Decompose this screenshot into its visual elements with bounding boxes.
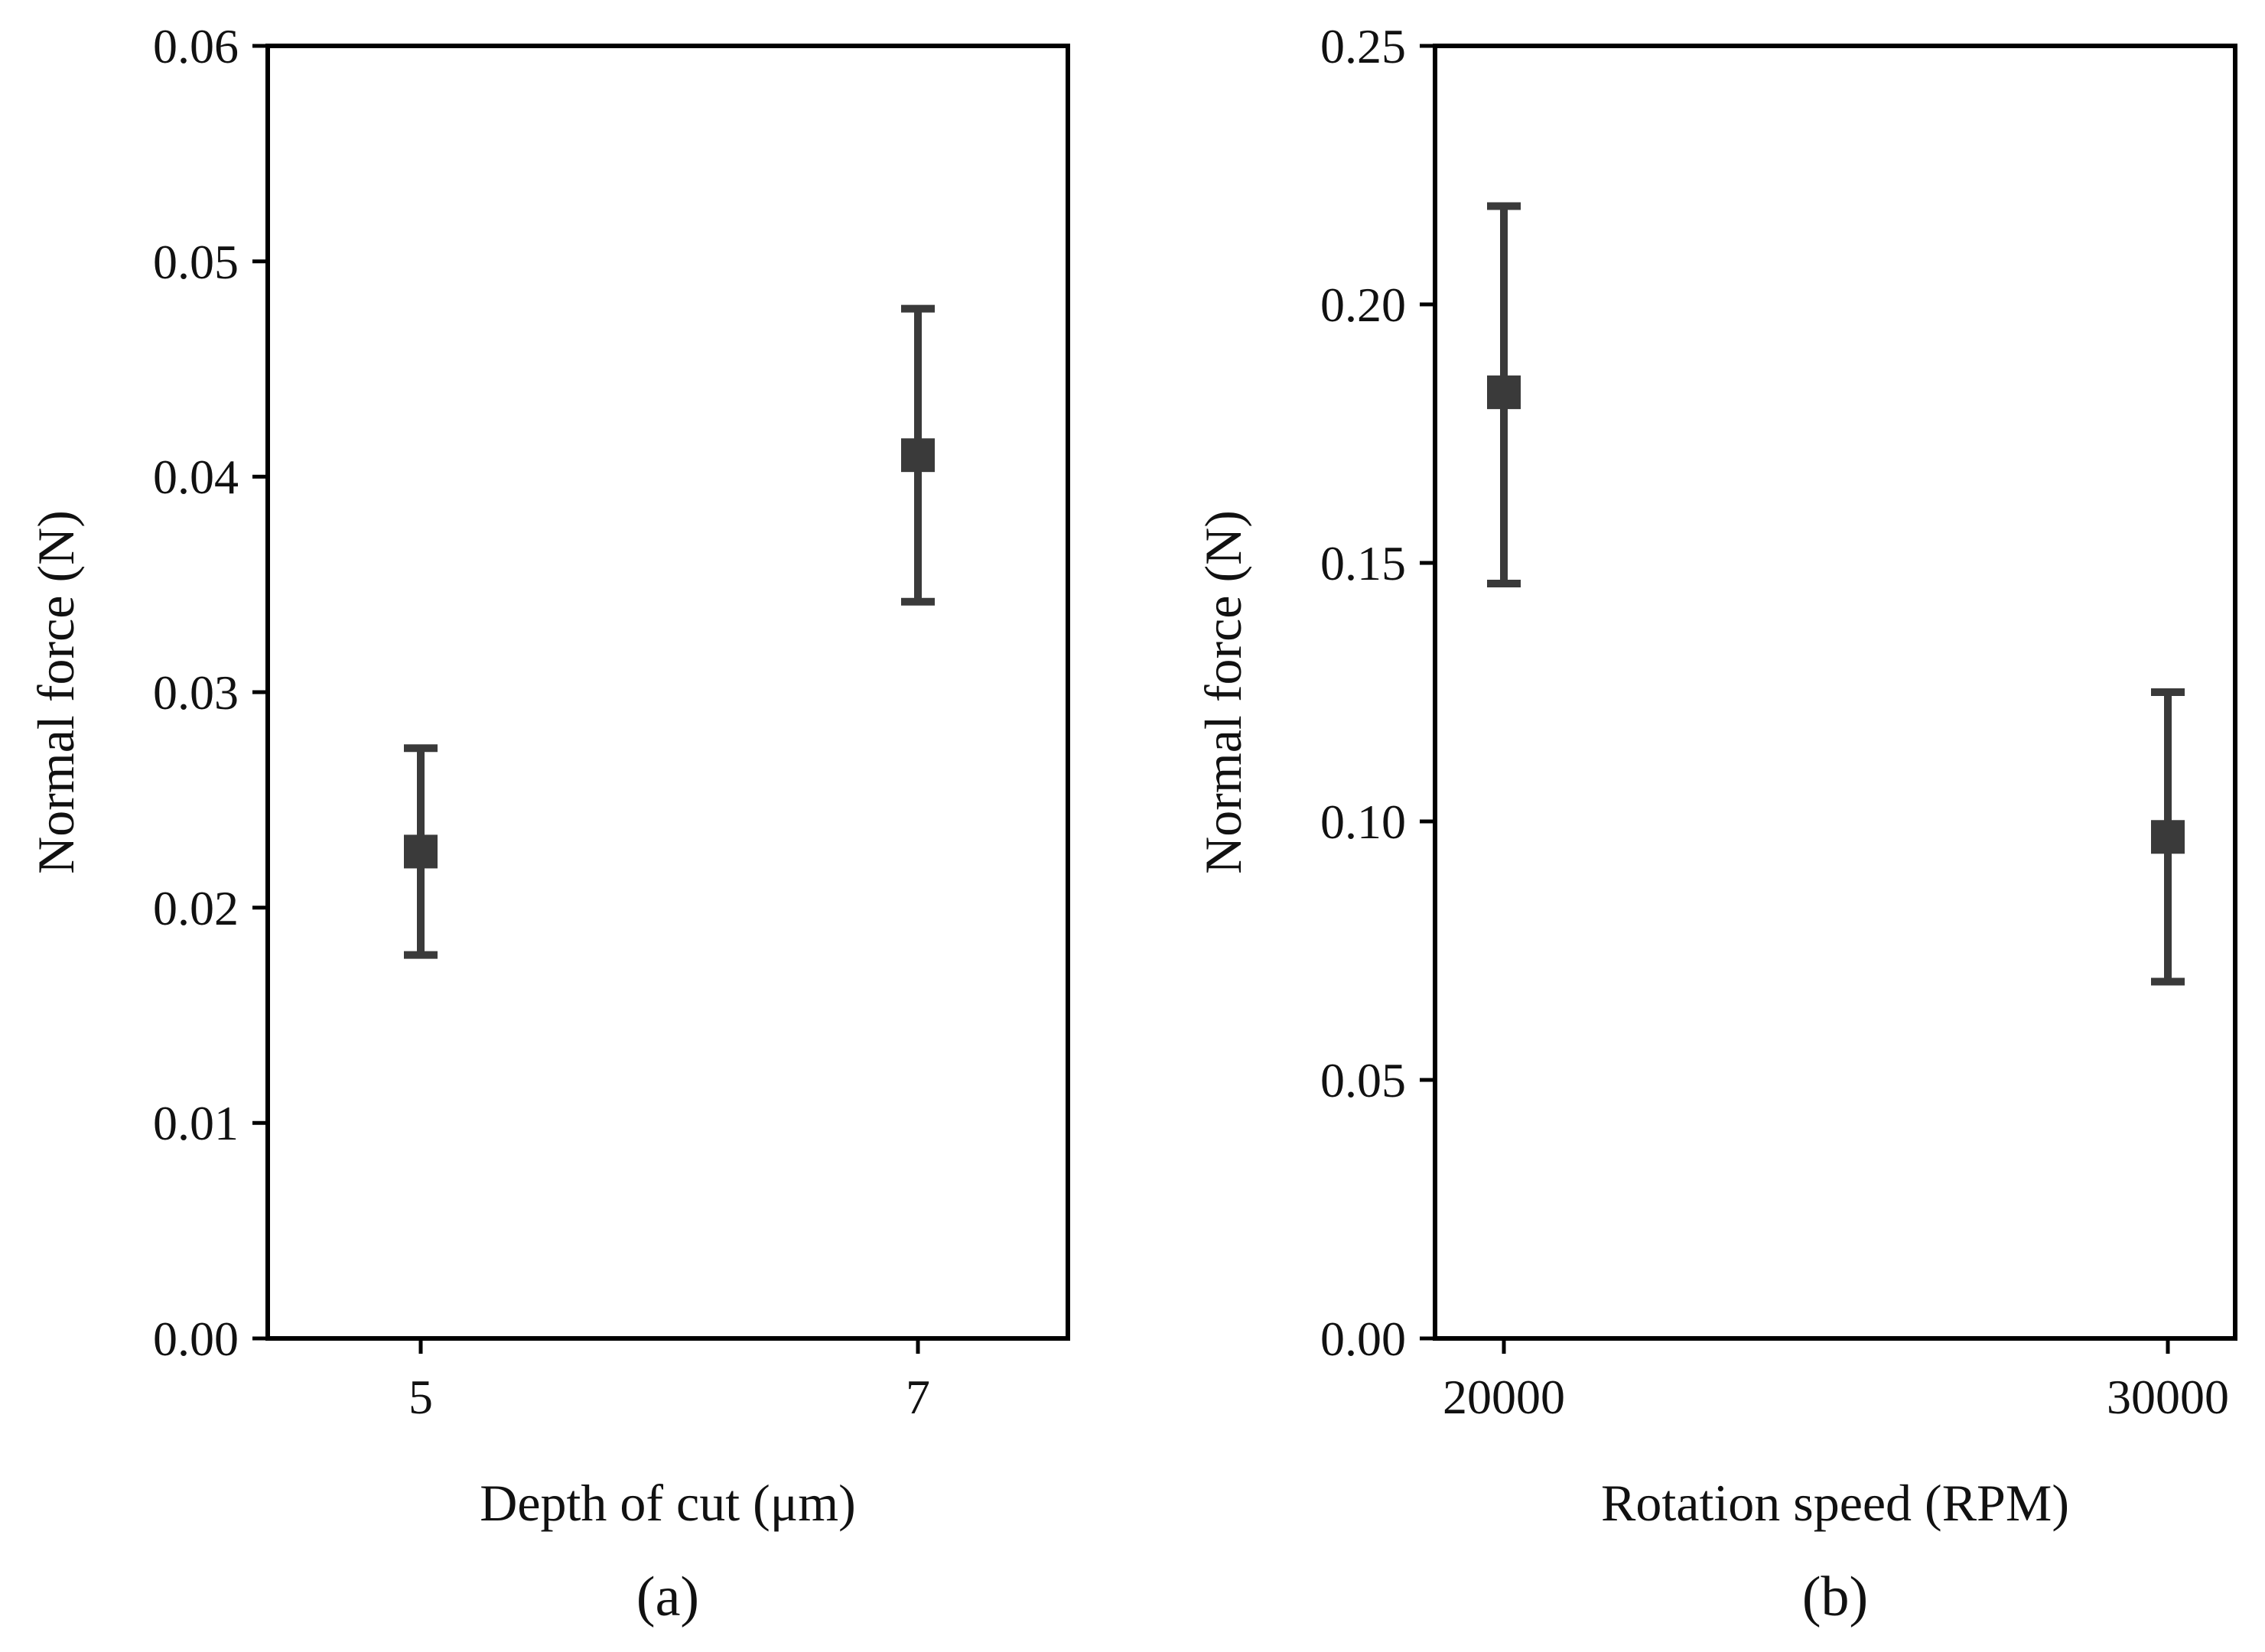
y-tick-label-b-3: 0.15 (1320, 536, 1406, 590)
series-a (404, 304, 935, 959)
y-tick-label-a-5: 0.05 (153, 235, 239, 289)
data-point-b-1 (2151, 820, 2185, 854)
x-tick-label-a-0: 5 (408, 1370, 433, 1424)
x-axis-b: 20000 30000 (1443, 1338, 2229, 1424)
y-tick-label-a-0: 0.00 (153, 1312, 239, 1366)
data-point-a-0 (404, 834, 438, 869)
y-tick-label-b-0: 0.00 (1320, 1312, 1406, 1366)
x-tick-label-a-1: 7 (906, 1370, 930, 1424)
chart-panel-a: 0.00 0.01 0.02 0.03 0.04 0.05 0.06 5 7 D… (27, 19, 1070, 1628)
y-tick-label-a-3: 0.03 (153, 665, 239, 720)
y-tick-label-b-1: 0.05 (1320, 1053, 1406, 1107)
x-axis-a: 5 7 (408, 1338, 930, 1424)
data-point-a-1 (901, 438, 935, 473)
y-axis-a: 0.00 0.01 0.02 0.03 0.04 0.05 0.06 (153, 19, 268, 1366)
y-tick-label-a-2: 0.02 (153, 881, 239, 935)
y-axis-b: 0.00 0.05 0.10 0.15 0.20 0.25 (1320, 19, 1435, 1366)
x-tick-label-b-0: 20000 (1443, 1370, 1565, 1424)
y-tick-label-b-5: 0.25 (1320, 19, 1406, 73)
data-point-b-0 (1487, 375, 1521, 409)
plot-frame-a (265, 44, 1070, 1341)
chart-panel-b: 0.00 0.05 0.10 0.15 0.20 0.25 20000 3000… (1194, 19, 2237, 1628)
series-b (1487, 202, 2185, 986)
x-axis-title-b: Rotation speed (RPM) (1601, 1474, 2069, 1532)
panel-label-a: (a) (636, 1566, 699, 1628)
y-tick-label-b-2: 0.10 (1320, 795, 1406, 849)
y-tick-label-a-1: 0.01 (153, 1096, 239, 1150)
panel-label-b: (b) (1802, 1566, 1868, 1628)
plot-frame-b (1433, 44, 2237, 1341)
y-axis-title-a: Normal force (N) (27, 510, 85, 874)
x-tick-label-b-1: 30000 (2107, 1370, 2229, 1424)
y-tick-label-a-6: 0.06 (153, 19, 239, 73)
y-axis-title-b: Normal force (N) (1194, 510, 1252, 874)
x-axis-title-a: Depth of cut (μm) (480, 1474, 856, 1532)
y-tick-label-b-4: 0.20 (1320, 278, 1406, 332)
y-tick-label-a-4: 0.04 (153, 450, 239, 504)
